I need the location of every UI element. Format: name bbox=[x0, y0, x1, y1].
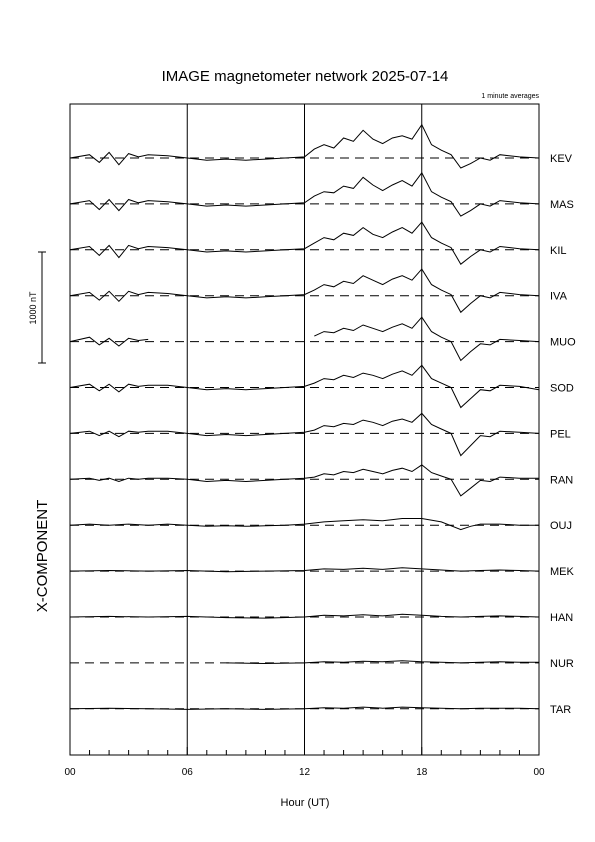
scale-bar: 1000 nT bbox=[28, 251, 46, 364]
x-tick-label: 00 bbox=[64, 767, 76, 778]
trace-mek bbox=[69, 567, 540, 573]
station-label-iva: IVA bbox=[550, 291, 568, 303]
chart-subtitle: 1 minute averages bbox=[481, 93, 539, 100]
trace-sod bbox=[69, 364, 540, 409]
station-label-nur: NUR bbox=[550, 658, 574, 670]
trace-kev bbox=[69, 123, 540, 169]
x-tick-label: 18 bbox=[416, 767, 428, 778]
station-label-mek: MEK bbox=[550, 566, 575, 578]
x-axis-ticks bbox=[69, 747, 540, 755]
trace-nur bbox=[226, 660, 539, 665]
station-label-sod: SOD bbox=[550, 383, 574, 395]
station-label-kev: KEV bbox=[550, 153, 573, 165]
scale-bar-label: 1000 nT bbox=[28, 291, 38, 325]
x-axis-tick-labels: 00 06 12 18 00 bbox=[64, 767, 545, 778]
station-label-ran: RAN bbox=[550, 474, 573, 486]
x-axis-label: Hour (UT) bbox=[281, 797, 330, 809]
x-tick-label: 12 bbox=[299, 767, 311, 778]
station-label-tar: TAR bbox=[550, 704, 571, 716]
trace-iva bbox=[69, 268, 540, 314]
trace-mas bbox=[69, 171, 540, 217]
station-label-mas: MAS bbox=[550, 199, 574, 211]
trace-muo bbox=[69, 316, 540, 362]
vertical-grid-lines bbox=[186, 104, 423, 755]
station-label-kil: KIL bbox=[550, 245, 567, 257]
trace-han bbox=[69, 613, 540, 619]
station-label-han: HAN bbox=[550, 612, 573, 624]
trace-pel bbox=[69, 412, 540, 457]
station-label-ouj: OUJ bbox=[550, 520, 572, 532]
trace-kil bbox=[69, 221, 540, 265]
station-label-muo: MUO bbox=[550, 337, 576, 349]
trace-ouj bbox=[69, 518, 539, 531]
x-tick-label: 06 bbox=[182, 767, 194, 778]
trace-ran bbox=[69, 464, 539, 497]
x-tick-label: 00 bbox=[533, 767, 545, 778]
chart-title: IMAGE magnetometer network 2025-07-14 bbox=[162, 68, 449, 85]
station-label-pel: PEL bbox=[550, 428, 571, 440]
station-labels: KEV MAS KIL IVA MUO SOD PEL RAN OUJ MEK HAN NUR TAR bbox=[550, 153, 576, 716]
component-label: X-COMPONENT bbox=[34, 500, 51, 613]
trace-tar bbox=[69, 706, 540, 710]
station-traces bbox=[69, 123, 540, 710]
